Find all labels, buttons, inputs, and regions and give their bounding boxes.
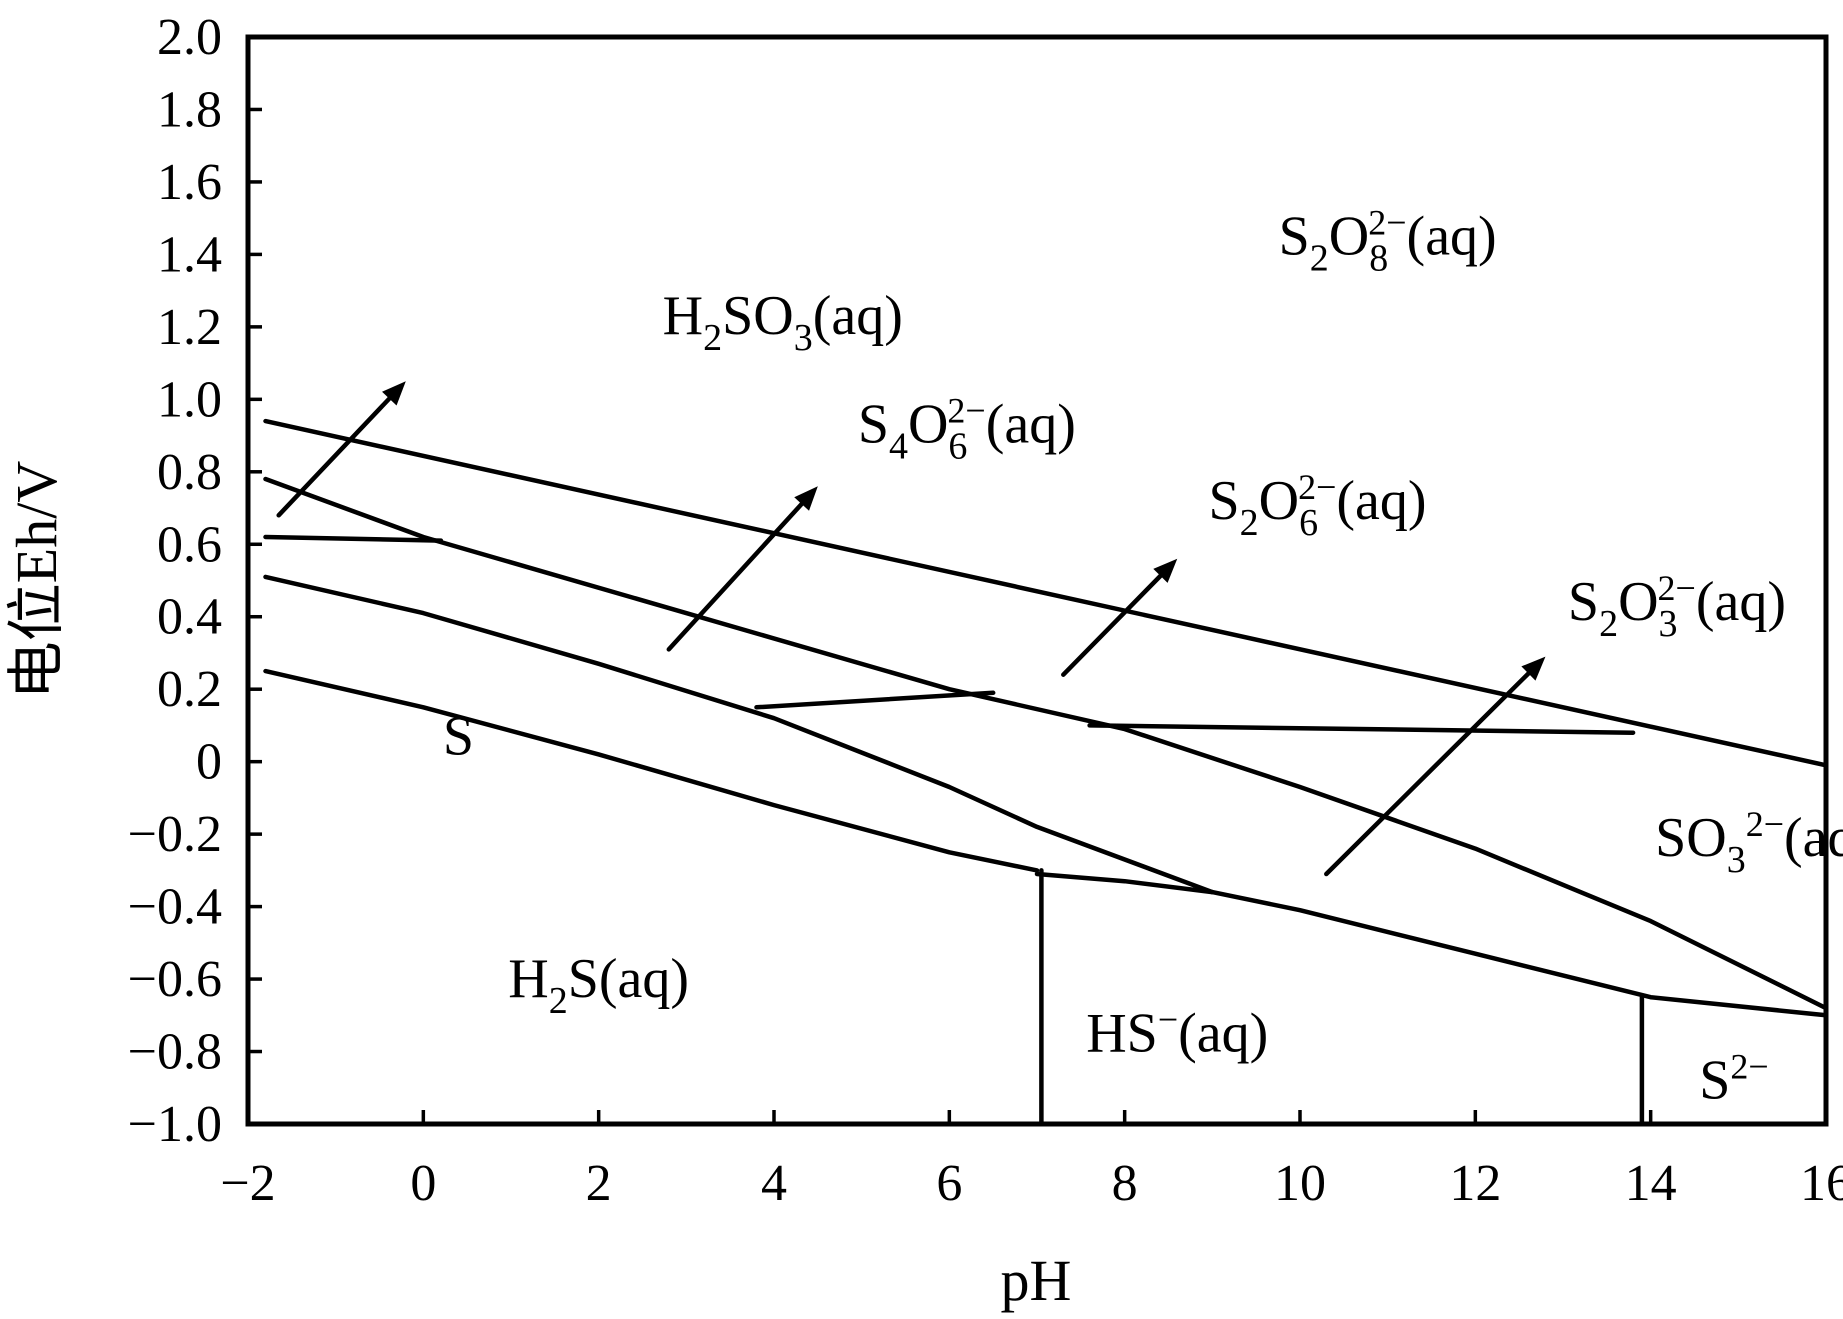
boundary-line-3	[263, 534, 444, 543]
arrow-3	[1061, 558, 1178, 677]
boundary-line-2	[263, 476, 1829, 1011]
y-tick-label: 2.0	[157, 9, 222, 66]
x-tick-label: −2	[220, 1155, 275, 1212]
y-tick-label: 1.0	[157, 371, 222, 428]
boundary-line-4	[263, 574, 1215, 895]
y-tick-label: 0.2	[157, 661, 222, 718]
y-tick-label: 0.4	[157, 589, 222, 646]
x-tick-label: 16	[1800, 1155, 1843, 1212]
y-tick-label: −0.6	[128, 951, 222, 1008]
x-tick-label: 4	[761, 1155, 787, 1212]
y-tick-label: 1.6	[157, 154, 222, 211]
boundary-line-6	[1087, 723, 1636, 735]
boundary-line-1	[263, 418, 1829, 768]
axis-ticks: −2 0 2 4 6 8 10 12 14 16 2.0 1.8 1.6 1.4 1.2 1.0 0.8 0.6 0…	[128, 9, 1843, 1212]
y-tick-label: 1.4	[157, 226, 222, 283]
arrow-2	[666, 486, 818, 652]
y-tick-label: 0.6	[157, 516, 222, 573]
x-tick-label: 14	[1625, 1155, 1677, 1212]
region-label-9: HS−​(aq)	[1086, 999, 1268, 1064]
x-tick-label: 10	[1274, 1155, 1326, 1212]
region-label-5: S2​O32−​(aq)	[1568, 568, 1786, 645]
boundary-lines	[263, 418, 1829, 1127]
y-tick-label: 0	[196, 734, 222, 791]
region-label-2: H2​SO3​(aq)	[663, 285, 903, 359]
y-tick-label: −0.2	[128, 806, 222, 863]
plot-frame	[245, 34, 1829, 1127]
y-tick-label: 1.8	[157, 81, 222, 138]
arrow-1	[276, 381, 406, 518]
x-tick-label: 8	[1112, 1155, 1138, 1212]
region-label-8: H2​S(aq)	[508, 948, 689, 1022]
arrow-4	[1324, 656, 1546, 877]
y-tick-label: 1.2	[157, 299, 222, 356]
x-tick-label: 2	[586, 1155, 612, 1212]
x-tick-label: 12	[1449, 1155, 1501, 1212]
boundary-line-5	[754, 690, 996, 710]
region-label-3: S4​O62−​(aq)	[858, 391, 1076, 468]
y-tick-label: −1.0	[128, 1096, 222, 1153]
region-labels: S2​O82−​(aq) H2​SO3​(aq) S4​O62−​(aq) S2​O6…	[443, 202, 1843, 1111]
region-label-7: SO3​2−​(aq)	[1655, 804, 1843, 881]
y-tick-label: −0.8	[128, 1024, 222, 1081]
x-tick-label: 6	[936, 1155, 962, 1212]
region-label-1: S2​O82−​(aq)	[1279, 202, 1497, 279]
region-label-6: S	[443, 705, 474, 767]
boundary-line-7	[263, 668, 1040, 873]
region-label-4: S2​O62−​(aq)	[1208, 467, 1426, 544]
y-axis-title: 电位Eh/V	[4, 461, 69, 700]
x-axis-title: pH	[1001, 1248, 1072, 1313]
y-tick-label: 0.8	[157, 444, 222, 501]
x-tick-label: 0	[410, 1155, 436, 1212]
region-label-10: S2−​	[1699, 1047, 1768, 1112]
y-tick-label: −0.4	[128, 879, 222, 936]
boundary-line-8	[1034, 871, 1829, 1018]
arrows	[276, 381, 1546, 877]
